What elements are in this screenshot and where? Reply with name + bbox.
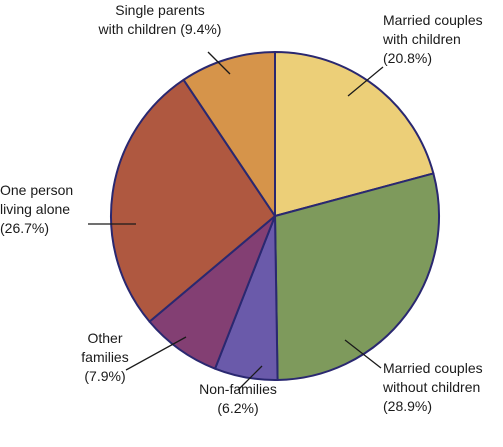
slice-label-2-line-1: Married couples (383, 360, 483, 376)
pie-slice-1 (274, 51, 435, 217)
leader-line-6 (207, 51, 231, 75)
pie-slice-6 (182, 51, 276, 217)
leader-line-3 (237, 365, 263, 391)
slice-label-3-line-2: (6.2%) (217, 400, 258, 416)
leader-line-2 (344, 339, 382, 369)
slice-label-2-line-2: without children (382, 379, 480, 395)
slice-label-4-line-3: (7.9%) (84, 368, 125, 384)
slice-label-6-line-2: with children (9.4%) (98, 21, 222, 37)
slice-label-4-line-2: families (81, 349, 128, 365)
pie-slice-2 (274, 172, 441, 381)
slice-labels: Married couples with children (20.8%) Marri… (0, 2, 483, 416)
leader-line-4 (125, 336, 187, 371)
slice-label-1-line-3: (20.8%) (383, 50, 432, 66)
slice-label-5-line-2: living alone (0, 201, 70, 217)
pie-slices (110, 51, 441, 381)
slice-label-1-line-1: Married couples (383, 12, 483, 28)
leader-line-1 (347, 66, 384, 97)
slice-label-6-line-1: Single parents (115, 2, 205, 18)
leader-lines (88, 51, 384, 391)
slice-label-4-line-1: Other (87, 330, 122, 346)
slice-label-5-line-1: One person (0, 182, 73, 198)
slice-label-1-line-2: with children (382, 31, 461, 47)
slice-label-3-line-1: Non-families (199, 381, 277, 397)
slice-label-2-line-3: (28.9%) (383, 398, 432, 414)
slice-label-5-line-3: (26.7%) (0, 220, 49, 236)
pie-slice-5 (110, 78, 276, 323)
